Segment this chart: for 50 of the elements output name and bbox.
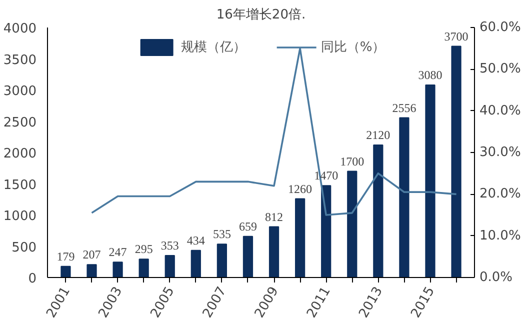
- data-label: 434: [186, 233, 205, 248]
- y-tick-label: 3000: [3, 84, 37, 99]
- data-label: 2556: [392, 100, 416, 115]
- bar: [268, 226, 280, 278]
- y-tick-label: 2000: [3, 146, 37, 162]
- bar: [242, 236, 254, 278]
- bar: [425, 84, 436, 278]
- y2-tick-label: 0.0%: [480, 270, 513, 285]
- data-label: 659: [238, 219, 257, 234]
- data-label: 207: [82, 248, 101, 262]
- y2-tick-label: 50.0%: [480, 62, 521, 77]
- y2-tick-label: 40.0%: [480, 103, 521, 118]
- bar: [60, 266, 71, 278]
- y-tick-label: 2500: [3, 115, 37, 130]
- bar: [295, 198, 306, 278]
- legend-label: 规模（亿）: [180, 39, 246, 56]
- bar: [373, 144, 384, 278]
- y-tick-label: 3500: [3, 52, 37, 68]
- text: 16年增长20倍.: [216, 8, 306, 22]
- y-tick-label: 4000: [3, 22, 37, 36]
- bar: [112, 262, 123, 278]
- bar: [138, 258, 149, 278]
- bar: [164, 254, 175, 278]
- bar: [321, 185, 332, 278]
- bar: [86, 264, 97, 278]
- bar: [216, 244, 227, 278]
- data-label: 295: [134, 242, 153, 256]
- data-label: 535: [212, 227, 231, 242]
- legend-label: 同比（%）: [320, 39, 386, 56]
- data-label: 3080: [418, 68, 442, 82]
- data-label: 1700: [340, 154, 364, 168]
- data-label: 3700: [444, 29, 468, 44]
- y-tick-label: 1500: [3, 178, 37, 193]
- data-label: 1260: [288, 182, 312, 196]
- data-label: 812: [265, 210, 284, 224]
- bar: [347, 170, 358, 278]
- data-label: 179: [56, 249, 75, 264]
- y2-tick-label: 10.0%: [480, 228, 521, 244]
- data-label: 353: [160, 238, 179, 252]
- y-tick-label: 0: [28, 272, 37, 286]
- y2-tick-label: 30.0%: [480, 145, 521, 160]
- y-tick-label: 500: [12, 240, 37, 256]
- y2-tick-label: 20.0%: [480, 186, 521, 202]
- bar: [399, 117, 410, 278]
- data-label: 2120: [366, 128, 390, 142]
- y-tick-label: 1000: [3, 209, 37, 224]
- bar: [451, 46, 462, 278]
- y2-tick-label: 60.0%: [480, 20, 521, 35]
- data-label: 247: [108, 245, 127, 260]
- bar: [190, 250, 201, 278]
